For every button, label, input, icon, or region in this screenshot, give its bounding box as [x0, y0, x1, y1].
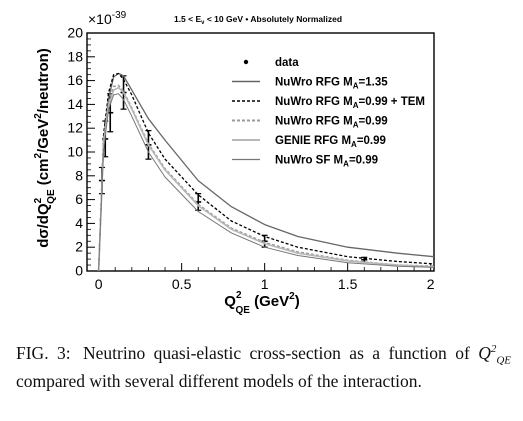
legend-label-sub: A: [343, 160, 349, 169]
chart-title: 1.5 < Eν < 10 GeV • Absolutely Normalize…: [174, 14, 342, 26]
chart-axes: 0 2 4 6 8 10 12 14 16 18 20 0 0.5 1 1.5 2: [67, 25, 434, 293]
legend-label-text: NuWro RFG M: [275, 77, 353, 89]
caption-text-2: compared with several different models o…: [16, 371, 422, 392]
y-tick-label: 12: [67, 120, 83, 136]
y-tick-label: 8: [75, 167, 83, 183]
legend-label-text: GENIE RFG M: [275, 135, 351, 147]
legend-label: data: [275, 57, 299, 69]
y-tick-label: 6: [75, 191, 83, 207]
y-label-sup: 2: [33, 113, 44, 119]
x-tick-label: 0.5: [172, 276, 192, 292]
y-multiplier-exp: -39: [112, 10, 127, 21]
legend-label-text: =1.35: [359, 77, 389, 89]
legend-label-sub: A: [353, 82, 359, 91]
y-tick-label: 4: [75, 215, 83, 231]
y-label-sub: QE: [46, 189, 57, 204]
series-line: [97, 86, 435, 272]
caption-q-base: Q: [478, 342, 491, 363]
y-tick-label: 14: [67, 96, 83, 112]
legend-label-text: =0.99: [357, 135, 386, 147]
legend-label: NuWro RFG MA=0.99: [275, 116, 388, 130]
chart-title-sub: ν: [201, 20, 205, 26]
legend-label-text: NuWro SF M: [275, 155, 343, 167]
legend-label-text: NuWro RFG M: [275, 96, 353, 108]
legend-label-sub: A: [353, 101, 359, 110]
series-line: [97, 72, 435, 272]
x-tick-label: 2: [427, 276, 435, 292]
x-tick-label: 1.5: [338, 276, 358, 292]
x-label-unit: (GeV: [250, 293, 289, 310]
x-axis-label: Q2 QE (GeV2): [224, 290, 299, 316]
legend-label-text: =0.99: [349, 155, 378, 167]
y-tick-label: 20: [67, 25, 83, 41]
y-label-part: /GeV: [35, 119, 52, 153]
x-label-sup: 2: [236, 290, 242, 301]
chart-labels: 1.5 < Eν < 10 GeV • Absolutely Normalize…: [33, 10, 342, 316]
legend-marker-swatch: [243, 59, 249, 65]
legend-label-text: NuWro RFG M: [275, 116, 353, 128]
plot-frame: [86, 32, 435, 272]
x-label-unit-end: ): [295, 293, 300, 310]
y-tick-label: 2: [75, 239, 83, 255]
x-label-unit-sup: 2: [289, 291, 295, 302]
y-label-sup: 2: [33, 197, 44, 203]
legend-label: GENIE RFG MA=0.99: [275, 135, 386, 149]
caption-q-sub: QE: [496, 354, 512, 367]
legend-label: NuWro RFG MA=0.99 + TEM: [275, 96, 425, 110]
x-tick-label: 1: [261, 276, 269, 292]
series-line: [97, 84, 435, 272]
y-label-sup: 2: [33, 153, 44, 159]
y-axis-multiplier: ×10-39: [88, 10, 127, 27]
y-label-part: (cm: [35, 159, 52, 190]
caption-label: FIG. 3:: [16, 342, 71, 363]
chart-series-layer: [97, 72, 435, 272]
y-axis-label: dσ/dQ2 QE (cm2/GeV2/neutron): [33, 48, 57, 248]
y-tick-label: 10: [67, 144, 83, 160]
x-label-sub: QE: [236, 305, 251, 316]
series-line: [98, 93, 435, 272]
y-label-part: dσ/dQ: [35, 203, 52, 248]
chart-title-text: < 10 GeV • Absolutely Normalized: [205, 14, 343, 24]
y-tick-label: 0: [75, 263, 83, 279]
caption-q-symbol: Q2QE: [478, 342, 512, 367]
legend-label-text: =0.99: [359, 116, 388, 128]
legend-label-text: =0.99 + TEM: [359, 96, 425, 108]
legend-label-sub: A: [353, 121, 359, 130]
legend-label-sub: A: [351, 140, 357, 149]
y-tick-label: 18: [67, 48, 83, 64]
legend-label: NuWro RFG MA=1.35: [275, 77, 388, 91]
chart-title-text: 1.5 < E: [174, 14, 202, 24]
y-multiplier-base: ×10: [88, 11, 112, 27]
y-tick-label: 16: [67, 72, 83, 88]
y-label-part: /neutron): [35, 48, 52, 113]
caption-text-1: Neutrino quasi-elastic cross-section as …: [83, 342, 470, 363]
x-label-main: Q: [224, 293, 236, 310]
figure-caption: FIG. 3: Neutrino quasi-elastic cross-sec…: [16, 339, 511, 392]
x-tick-label: 0: [95, 276, 103, 292]
legend-label: NuWro SF MA=0.99: [275, 155, 378, 169]
caption-q-sup: 2: [490, 343, 497, 355]
